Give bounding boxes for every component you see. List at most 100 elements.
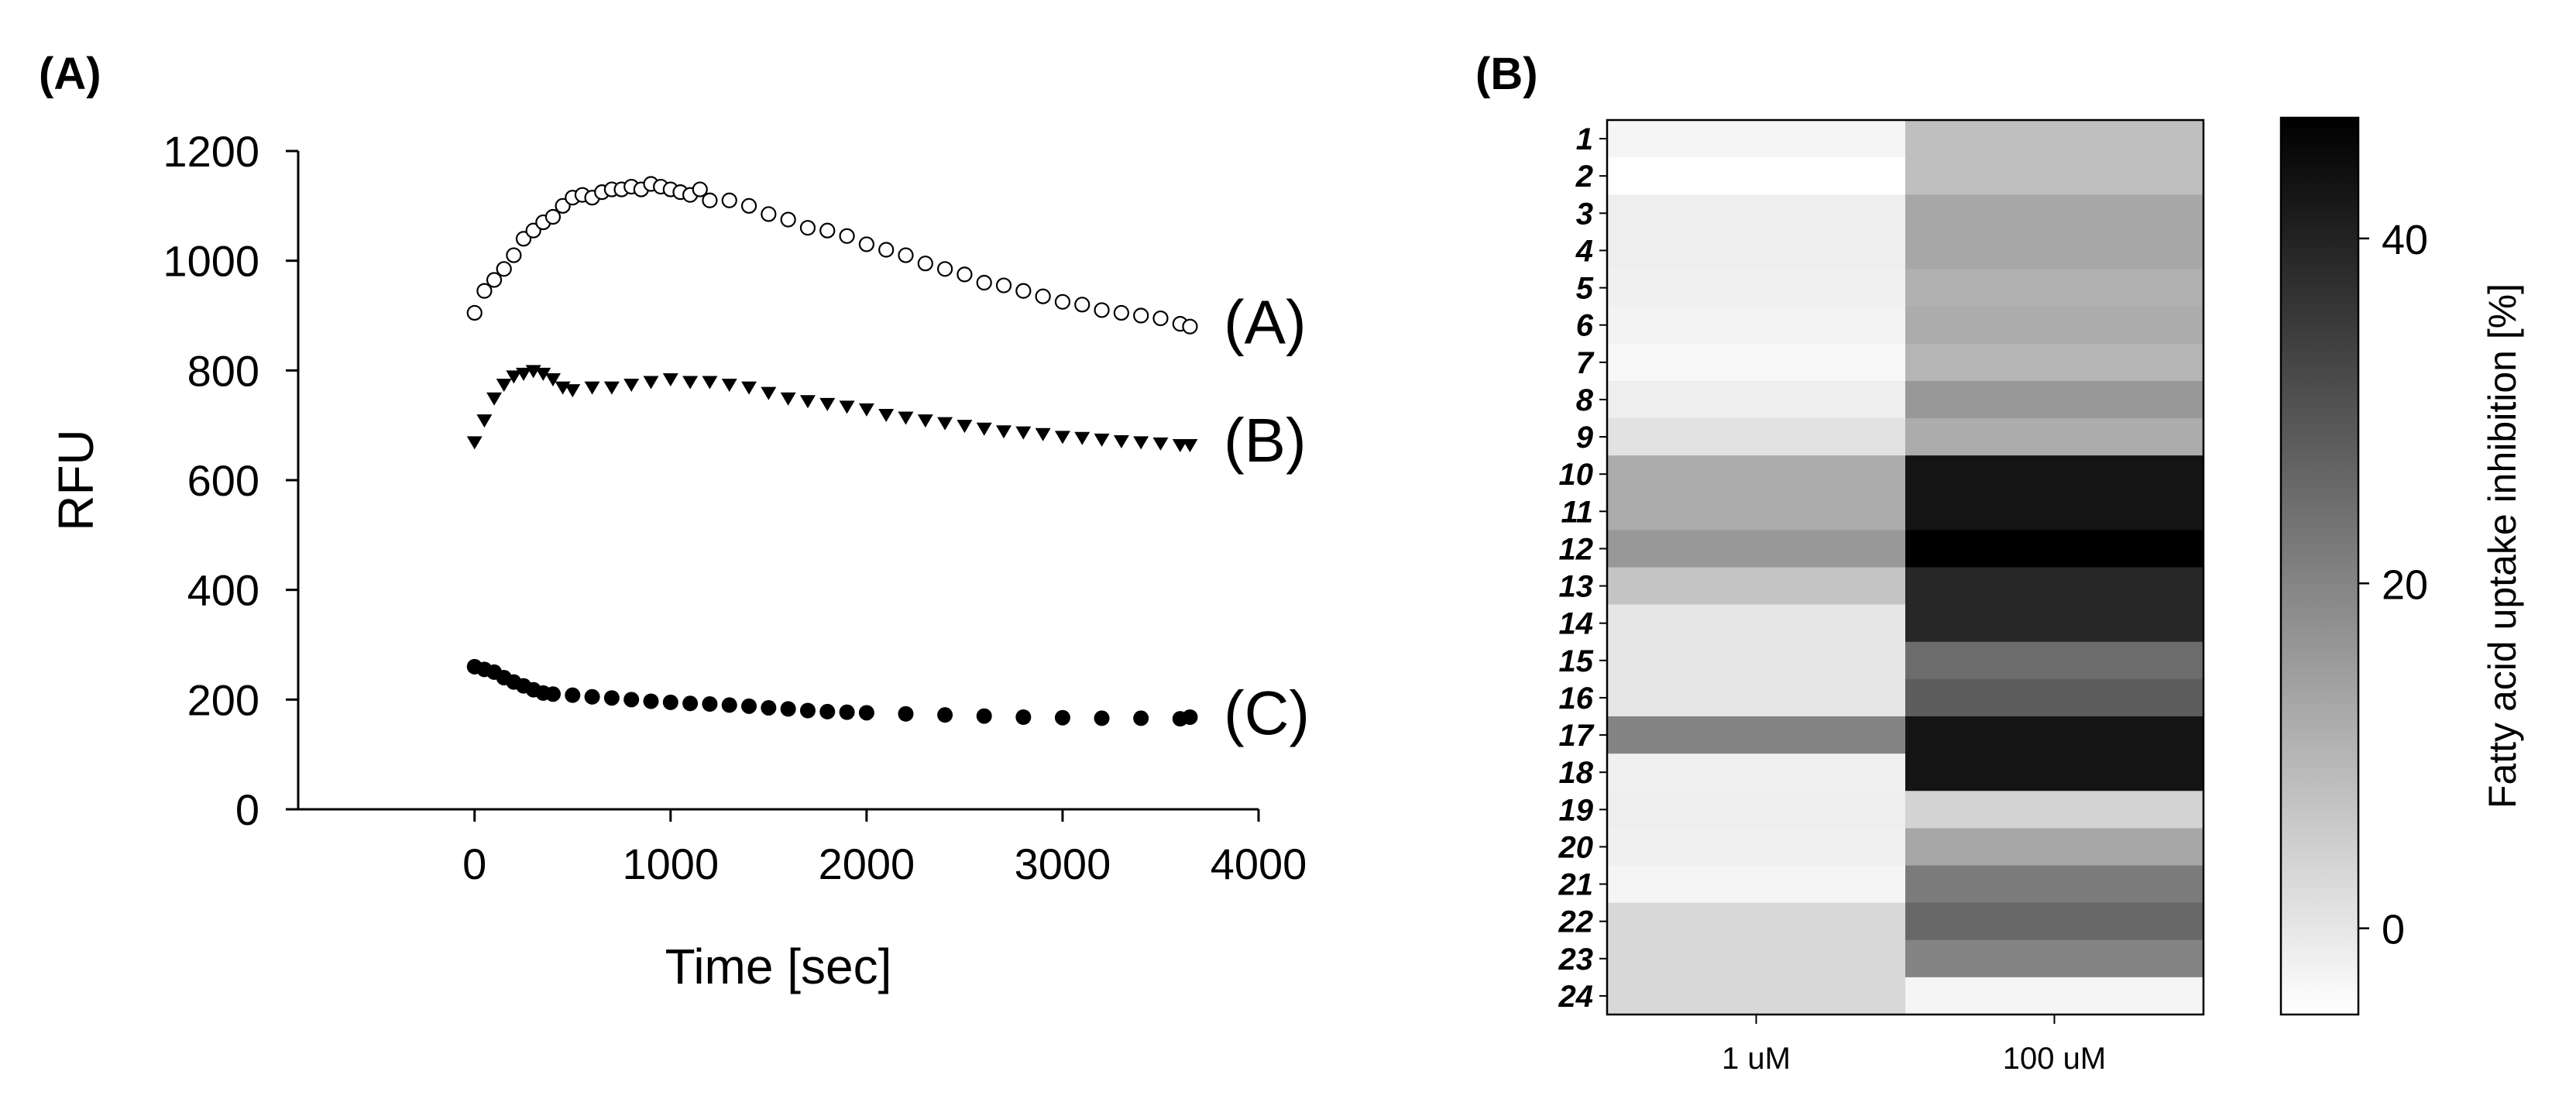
data-point <box>819 703 836 719</box>
heatmap-row-label: 5 <box>1576 272 1594 306</box>
data-point <box>878 242 895 258</box>
heatmap-cell <box>1607 306 1906 345</box>
heatmap-cell <box>1905 418 2204 456</box>
data-point <box>839 400 855 414</box>
heatmap-cell <box>1607 604 1906 643</box>
heatmap-row-label: 16 <box>1559 682 1594 716</box>
data-point <box>761 386 777 400</box>
data-point <box>1035 288 1051 304</box>
data-point <box>1133 307 1149 324</box>
data-point <box>565 687 581 703</box>
data-point <box>623 379 640 393</box>
data-point <box>839 228 855 244</box>
panel-b-label: (B) <box>1475 49 1538 99</box>
heatmap-cell <box>1607 343 1906 382</box>
series-2 <box>466 365 1198 452</box>
heatmap-cell <box>1607 493 1906 530</box>
data-point <box>565 384 581 398</box>
data-point <box>780 701 796 717</box>
data-point <box>1113 435 1129 448</box>
data-point <box>819 397 836 411</box>
heatmap-cell <box>1905 754 2204 791</box>
scatter-x-tick-label: 4000 <box>1211 839 1307 888</box>
heatmap-cell <box>1905 120 2204 158</box>
data-point <box>976 274 992 291</box>
heatmap-cell <box>1607 939 1906 978</box>
heatmap-cell <box>1905 977 2204 1015</box>
heatmap-row-label: 19 <box>1559 793 1594 827</box>
heatmap-cell <box>1905 343 2204 382</box>
data-point <box>741 381 757 395</box>
data-point <box>1182 709 1198 725</box>
heatmap-cell <box>1905 939 2204 978</box>
heatmap-row-label: 13 <box>1559 570 1594 604</box>
data-point <box>878 409 895 422</box>
data-point <box>819 222 836 239</box>
heatmap-frame <box>1606 118 2205 1016</box>
heatmap-cell <box>1607 716 1906 754</box>
data-point <box>898 706 914 722</box>
heatmap-cell <box>1905 716 2204 754</box>
heatmap-cell <box>1607 567 1906 606</box>
data-point <box>740 197 757 214</box>
data-point <box>917 414 933 428</box>
heatmap-cell <box>1607 455 1906 493</box>
colorbar-title: Fatty acid uptake inhibition [%] <box>2481 283 2524 809</box>
data-point <box>1182 318 1198 335</box>
data-point <box>1094 433 1110 447</box>
data-point <box>584 381 600 395</box>
heatmap-row-label: 18 <box>1559 756 1594 790</box>
data-point <box>662 694 678 710</box>
scatter-y-tick-label: 400 <box>187 566 259 615</box>
data-point <box>721 192 737 208</box>
data-point <box>496 379 512 393</box>
scatter-y-tick-label: 0 <box>235 785 259 834</box>
data-point <box>799 702 816 719</box>
heatmap-row-label: 3 <box>1576 197 1593 231</box>
data-point <box>761 206 777 222</box>
data-point <box>506 247 522 263</box>
heatmap-row-label: 15 <box>1559 644 1594 678</box>
heatmap-axes: 1234567891011121314151617181920212223241… <box>1558 118 2205 1076</box>
colorbar-tick-label: 20 <box>2382 561 2428 608</box>
data-point <box>466 304 483 321</box>
heatmap-row-label: 24 <box>1558 980 1594 1014</box>
heatmap-cell <box>1607 865 1906 904</box>
heatmap-cell <box>1607 120 1906 158</box>
data-point <box>1133 710 1149 726</box>
heatmap-row-label: 17 <box>1559 719 1595 753</box>
scatter-x-tick-label: 1000 <box>623 839 720 888</box>
data-point <box>643 693 659 709</box>
data-point <box>780 211 796 228</box>
heatmap-cell <box>1607 791 1906 829</box>
heatmap-col-label: 100 uM <box>2003 1042 2106 1076</box>
heatmap-cell <box>1607 828 1906 866</box>
heatmap-cell <box>1905 865 2204 904</box>
colorbar-tick-label: 0 <box>2382 907 2405 953</box>
heatmap-cell <box>1607 977 1906 1015</box>
heatmap-row-label: 14 <box>1559 607 1594 641</box>
scatter-axes: 0 200 400 600 800 1000 1200 0 1000 2000 3000 4000 <box>163 127 1307 888</box>
data-point <box>1094 302 1110 318</box>
data-point <box>995 277 1012 294</box>
heatmap-row-label: 1 <box>1576 122 1593 156</box>
data-point <box>516 367 532 381</box>
heatmap-row-label: 12 <box>1559 532 1594 566</box>
data-point <box>515 231 532 247</box>
data-point <box>1035 427 1051 441</box>
scatter-x-tick-label: 0 <box>462 839 486 888</box>
heatmap-row-label: 10 <box>1559 458 1594 492</box>
series-label-2: (B) <box>1224 406 1307 475</box>
data-point <box>623 692 640 708</box>
heatmap-cell <box>1607 678 1906 717</box>
heatmap-row-label: 4 <box>1575 234 1593 268</box>
data-point <box>1172 438 1188 452</box>
data-point <box>682 376 699 390</box>
data-point <box>1074 297 1091 313</box>
data-point <box>1015 709 1032 725</box>
panel-a-label: (A) <box>39 49 101 99</box>
data-point <box>917 256 933 272</box>
heatmap-cell <box>1607 902 1906 941</box>
data-point <box>1074 431 1091 445</box>
scatter-points <box>466 176 1198 727</box>
